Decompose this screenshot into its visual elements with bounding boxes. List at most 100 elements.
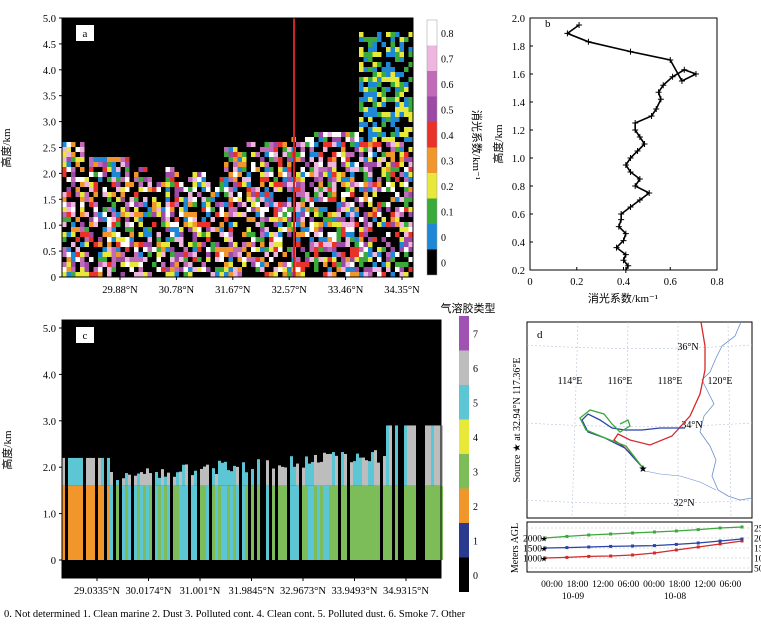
panel-a-cell bbox=[210, 197, 215, 202]
panel-a-cell bbox=[228, 157, 233, 162]
panel-a-cell bbox=[377, 162, 382, 167]
panel-a-cell bbox=[183, 197, 188, 202]
panel-a-cell bbox=[341, 227, 346, 232]
panel-a-cell bbox=[395, 97, 400, 102]
panel-a-cell bbox=[62, 222, 67, 227]
panel-a-cell bbox=[75, 177, 80, 182]
panel-a-cell bbox=[345, 192, 350, 197]
panel-a-cell bbox=[156, 212, 161, 217]
panel-a-cell bbox=[93, 267, 98, 272]
panel-a-cell bbox=[165, 202, 170, 207]
panel-a-cell bbox=[84, 242, 89, 247]
panel-a-cell bbox=[219, 232, 224, 237]
panel-a-cell bbox=[282, 272, 287, 277]
panel-a-cell bbox=[273, 177, 278, 182]
panel-a-cell bbox=[296, 172, 301, 177]
panel-a-cell bbox=[165, 167, 170, 172]
panel-a-cell bbox=[377, 62, 382, 67]
panel-a-cell bbox=[161, 207, 166, 212]
panel-a-cell bbox=[404, 137, 409, 142]
panel-a-cell bbox=[359, 102, 364, 107]
panel-a-cell bbox=[368, 257, 373, 262]
panel-a-cell bbox=[359, 242, 364, 247]
panel-a-cell bbox=[120, 212, 125, 217]
panel-a-cell bbox=[408, 127, 413, 132]
panel-a-cell bbox=[399, 112, 404, 117]
panel-a-cell bbox=[408, 157, 413, 162]
panel-b-point bbox=[564, 30, 571, 37]
panel-a-cell bbox=[404, 237, 409, 242]
panel-a-cell bbox=[179, 257, 184, 262]
panel-c-cell bbox=[143, 485, 146, 560]
panel-b-point bbox=[622, 251, 629, 258]
panel-a-cell bbox=[345, 272, 350, 277]
panel-c-colorbar-tick: 5 bbox=[473, 398, 478, 409]
panel-a-cell bbox=[246, 142, 251, 147]
panel-a-cell bbox=[156, 182, 161, 187]
panel-a-cell bbox=[323, 222, 328, 227]
panel-c-y-ticks: 01.02.03.04.05.0 bbox=[43, 324, 62, 567]
panel-a-cell bbox=[174, 197, 179, 202]
panel-a-cell bbox=[183, 187, 188, 192]
panel-a-cell bbox=[219, 247, 224, 252]
panel-c-cell bbox=[155, 471, 158, 486]
panel-a-y-tick-label: 3.0 bbox=[43, 118, 56, 129]
panel-a-cell bbox=[138, 242, 143, 247]
panel-a-cell bbox=[120, 157, 125, 162]
panel-c-cell bbox=[257, 485, 260, 560]
panel-a-cell bbox=[161, 262, 166, 267]
panel-a-cell bbox=[233, 212, 238, 217]
panel-c-cell bbox=[281, 485, 284, 560]
panel-a-cell bbox=[305, 252, 310, 257]
panel-a-colorbar-tick: 0.3 bbox=[441, 156, 454, 167]
panel-a-cell bbox=[350, 212, 355, 217]
panel-c-cell bbox=[179, 485, 182, 560]
panel-a-cell bbox=[125, 227, 130, 232]
panel-a-cell bbox=[237, 247, 242, 252]
panel-c-cell bbox=[158, 485, 161, 560]
panel-a-cell bbox=[179, 237, 184, 242]
panel-a-cell bbox=[399, 132, 404, 137]
panel-a-cell bbox=[197, 242, 202, 247]
panel-a-cell bbox=[350, 237, 355, 242]
panel-a-cell bbox=[314, 162, 319, 167]
panel-a-cell bbox=[381, 217, 386, 222]
panel-a-cell bbox=[201, 262, 206, 267]
panel-d-height-point bbox=[740, 525, 744, 529]
panel-d-height-point bbox=[587, 545, 591, 549]
panel-d-coastline bbox=[699, 321, 753, 501]
panel-a-cell bbox=[327, 167, 332, 172]
panel-c-cell bbox=[308, 463, 311, 486]
panel-a-cell bbox=[404, 107, 409, 112]
panel-a-cell bbox=[381, 112, 386, 117]
panel-a-cell bbox=[314, 207, 319, 212]
panel-c-cell bbox=[389, 425, 392, 486]
panel-b-point bbox=[646, 190, 653, 196]
panel-a-cell bbox=[399, 52, 404, 57]
panel-a-cell bbox=[336, 132, 341, 137]
panel-a-cell bbox=[98, 272, 103, 277]
panel-a-cell bbox=[66, 147, 71, 152]
panel-c-cell bbox=[335, 455, 338, 486]
panel-a-cell bbox=[206, 197, 211, 202]
panel-a-cell bbox=[372, 42, 377, 47]
panel-a-cell bbox=[80, 142, 85, 147]
panel-a-cell bbox=[336, 202, 341, 207]
panel-a-cell bbox=[327, 272, 332, 277]
panel-a-cell bbox=[251, 152, 256, 157]
panel-a-colorbar-swatch bbox=[427, 224, 437, 250]
panel-a-colorbar-tick: 0.8 bbox=[441, 29, 454, 40]
panel-c-cell bbox=[68, 485, 71, 560]
panel-c-cell bbox=[203, 485, 206, 560]
panel-a-cell bbox=[224, 252, 229, 257]
panel-a-cell bbox=[179, 197, 184, 202]
panel-a-cell bbox=[264, 177, 269, 182]
panel-a-cell bbox=[71, 252, 76, 257]
panel-a-cell bbox=[359, 32, 364, 37]
panel-a-cell bbox=[300, 187, 305, 192]
panel-a-cell bbox=[165, 272, 170, 277]
panel-a-cell bbox=[386, 207, 391, 212]
panel-c-cell bbox=[311, 462, 314, 486]
panel-a-cell bbox=[372, 262, 377, 267]
panel-a-cell bbox=[314, 242, 319, 247]
